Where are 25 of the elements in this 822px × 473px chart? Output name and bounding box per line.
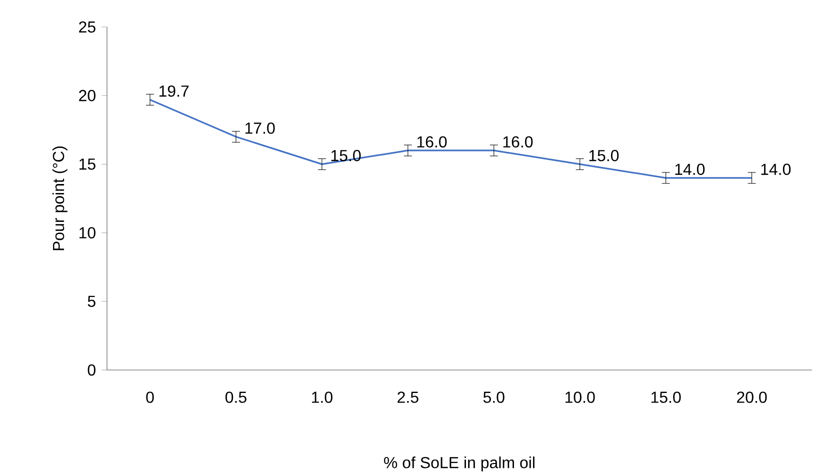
data-label: 16.0: [417, 136, 447, 148]
y-tick-label: 10: [79, 227, 96, 238]
line-series: [149, 98, 753, 179]
y-tick-label: 5: [88, 296, 96, 307]
y-axis-title: Pour point (°C): [52, 146, 68, 250]
data-label: 19.7: [159, 85, 189, 97]
x-tick-label: 10.0: [566, 392, 595, 403]
x-tick-label: 0: [146, 392, 154, 403]
data-label: 15.0: [589, 150, 619, 162]
x-tick-label: 1.0: [312, 392, 332, 403]
y-tick-label: 25: [79, 21, 96, 33]
data-label: 15.0: [331, 150, 361, 162]
x-tick-label: 2.5: [398, 392, 418, 403]
y-tick-label: 15: [79, 158, 96, 170]
x-tick-label: 15.0: [651, 392, 681, 403]
x-tick-label: 0.5: [225, 392, 246, 403]
data-label: 17.0: [245, 122, 275, 134]
data-label: 14.0: [675, 164, 705, 175]
x-tick-label: 20.0: [737, 392, 767, 403]
x-axis-title: % of SoLE in palm oil: [384, 456, 534, 472]
data-label: 16.0: [503, 136, 533, 148]
y-tick-label: 20: [79, 90, 96, 102]
data-label: 14.0: [761, 164, 791, 175]
x-tick-label: 5.0: [483, 392, 504, 403]
y-tick-label: 0: [88, 364, 96, 376]
